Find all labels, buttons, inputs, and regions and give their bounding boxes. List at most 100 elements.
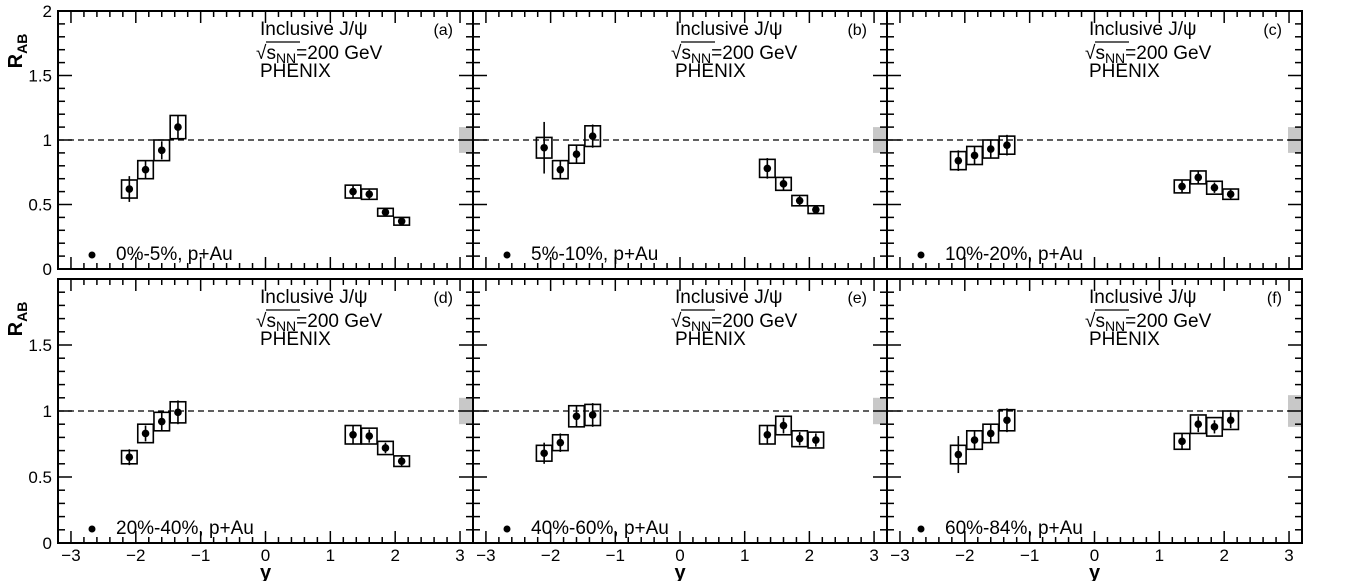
data-point [365, 432, 374, 440]
annotation-energy: √sNN=200 GeV [256, 43, 383, 66]
data-point [970, 151, 979, 160]
x-tick-label: −2 [955, 546, 974, 565]
x-tick-label: −1 [1020, 546, 1039, 565]
legend-marker [88, 525, 96, 533]
data-point [986, 429, 995, 438]
data-point [381, 208, 390, 217]
annotation-title: Inclusive J/ψ [675, 287, 783, 308]
x-tick-label: 3 [455, 546, 464, 565]
annotation-title: Inclusive J/ψ [260, 287, 368, 308]
x-tick-label: 2 [1219, 546, 1228, 565]
legend-label: 40%-60%, p+Au [531, 518, 669, 539]
sqrt-s: s [681, 43, 691, 64]
panel-label: (d) [433, 290, 453, 307]
legend-label: 0%-5%, p+Au [116, 244, 233, 265]
x-tick-label: 1 [1155, 546, 1164, 565]
data-point [540, 143, 548, 152]
sqrt-sub: NN [1105, 50, 1125, 66]
annotation-experiment: PHENIX [260, 329, 331, 350]
x-tick-label: 0 [1090, 546, 1099, 565]
x-tick-label: −3 [61, 546, 80, 565]
data-point [572, 412, 581, 421]
x-tick-label: −2 [541, 546, 560, 565]
data-point [349, 187, 357, 196]
data-point [1194, 420, 1203, 429]
sqrt-sub: NN [1105, 318, 1125, 334]
y-tick-label: 2 [43, 2, 52, 21]
sqrt-s: s [681, 311, 691, 332]
legend-marker [917, 525, 925, 533]
annotation-energy: √sNN=200 GeV [256, 311, 383, 334]
panel-label: (c) [1263, 22, 1282, 39]
data-point [954, 450, 963, 459]
y-tick-label: 0.5 [28, 468, 52, 487]
annotation-energy: √sNN=200 GeV [1085, 43, 1212, 66]
panel-a: 0 0.5 1 1.5 2 RAB Inclusive J/ψ √sNN=200 GeVPHE… [5, 2, 474, 279]
sqrt-sub: NN [691, 318, 711, 334]
sqrt-sub: NN [276, 50, 296, 66]
data-point [795, 196, 804, 205]
data-point [954, 156, 963, 165]
data-point [141, 429, 150, 438]
data-point [1003, 416, 1011, 425]
sys-error-box [774, 415, 793, 436]
y-tick-label: 0 [43, 534, 52, 553]
annotation-title: Inclusive J/ψ [260, 19, 368, 40]
x-tick-label: 1 [326, 546, 335, 565]
x-tick-label: −2 [126, 546, 145, 565]
annotation-experiment: PHENIX [260, 61, 331, 82]
data-point [381, 444, 390, 452]
x-axis-label: y [260, 562, 272, 581]
data-point [125, 185, 134, 193]
sys-error-box [376, 440, 395, 456]
legend-label: 10%-20%, p+Au [945, 244, 1083, 265]
sqrt-symbol: √ [671, 311, 682, 332]
data-point [397, 457, 406, 465]
data-point [556, 438, 565, 447]
y-axis-label: RAB [5, 302, 30, 337]
x-axis-label: y [674, 562, 686, 581]
data-point [970, 436, 979, 444]
data-point [812, 205, 820, 214]
annotation-experiment: PHENIX [675, 329, 746, 350]
x-tick-label: 2 [390, 546, 399, 565]
data-point [174, 123, 182, 131]
sys-error-box [1205, 180, 1224, 195]
x-tick-label: 3 [1284, 546, 1293, 565]
sqrt-symbol: √ [256, 43, 267, 64]
energy-value: =200 GeV [296, 43, 382, 64]
energy-value: =200 GeV [711, 311, 797, 332]
data-point [763, 430, 772, 439]
sqrt-symbol: √ [256, 311, 267, 332]
y-axis-label-sub: AB [14, 34, 30, 54]
legend-label: 5%-10%, p+Au [531, 244, 658, 265]
data-point [157, 146, 166, 155]
data-point [1226, 416, 1235, 425]
x-tick-label: −3 [476, 546, 495, 565]
x-tick-label: 0 [261, 546, 270, 565]
annotation-energy: √sNN=200 GeV [671, 43, 798, 66]
sqrt-s: s [1095, 43, 1105, 64]
sqrt-symbol: √ [671, 43, 682, 64]
y-tick-label: 1.5 [28, 336, 52, 355]
sys-error-box [807, 431, 825, 449]
y-tick-label: 1 [43, 131, 52, 150]
panel-label: (b) [847, 22, 867, 39]
data-point [1226, 190, 1235, 198]
data-point [1178, 182, 1186, 191]
legend-marker [503, 525, 511, 533]
sqrt-s: s [266, 43, 276, 64]
energy-value: =200 GeV [711, 43, 797, 64]
panel-label: (e) [847, 290, 867, 307]
annotation-title: Inclusive J/ψ [1089, 287, 1197, 308]
y-axis-label-sub: AB [14, 302, 30, 322]
panel-label: (f) [1267, 290, 1282, 307]
panel-f: −3 −2 −1 0 1 2 3 y Inclusive J/ψ √sNN=200 GeVPHEN… [886, 278, 1303, 581]
legend-label: 60%-84%, p+Au [945, 518, 1083, 539]
data-point [157, 417, 166, 426]
energy-value: =200 GeV [1125, 43, 1211, 64]
